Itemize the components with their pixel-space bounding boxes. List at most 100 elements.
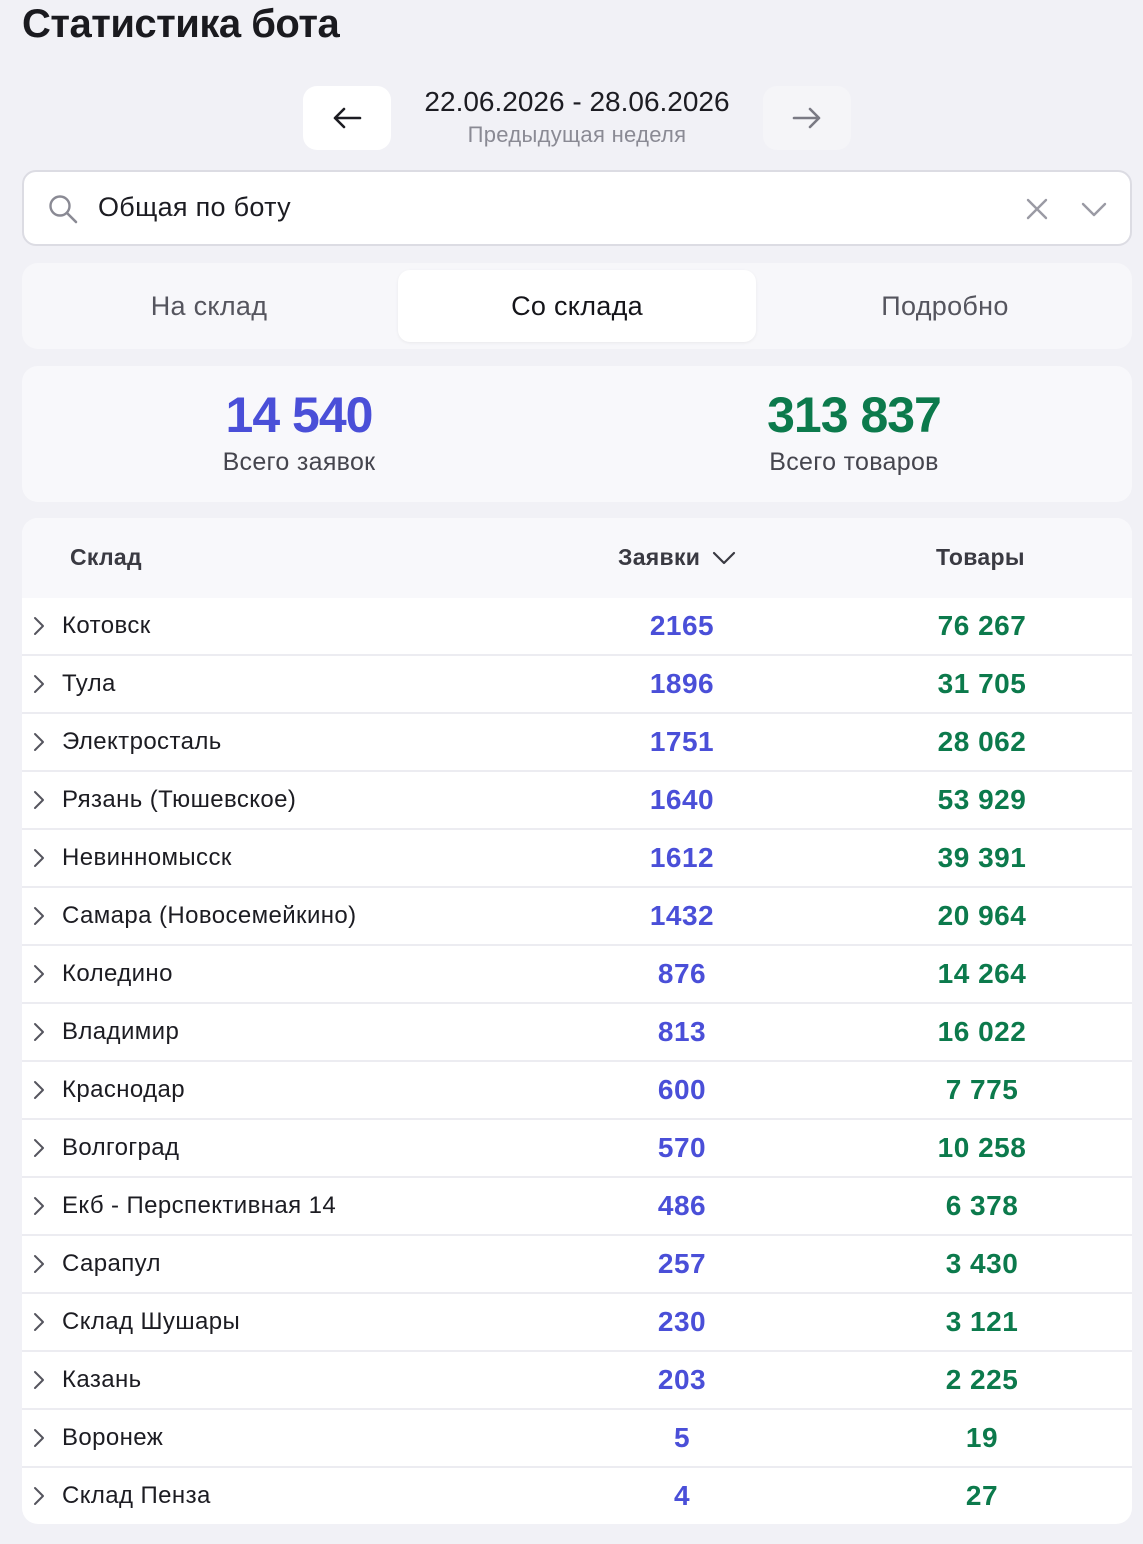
goods-count: 28 062 (937, 726, 1027, 757)
table-row[interactable]: Воронеж 5 19 (22, 1410, 1132, 1468)
next-week-button[interactable] (763, 86, 851, 150)
total-goods: 313 837 Всего товаров (654, 386, 1054, 477)
prev-week-button[interactable] (303, 86, 391, 150)
chevron-right-icon[interactable] (32, 848, 46, 868)
requests-count: 257 (657, 1248, 707, 1279)
warehouse-name: Котовск (62, 612, 151, 639)
table-row[interactable]: Невинномысск 1612 39 391 (22, 830, 1132, 888)
goods-count: 14 264 (937, 958, 1027, 989)
requests-count: 203 (657, 1364, 707, 1395)
goods-count: 19 (965, 1422, 999, 1453)
chevron-right-icon[interactable] (32, 732, 46, 752)
table-row[interactable]: Краснодар 600 7 775 (22, 1062, 1132, 1120)
chevron-right-icon[interactable] (32, 1196, 46, 1216)
requests-count: 813 (657, 1016, 707, 1047)
requests-count: 230 (657, 1306, 707, 1337)
warehouse-name: Коледино (62, 960, 173, 987)
week-range-block: 22.06.2026 - 28.06.2026 Предыдущая недел… (392, 84, 762, 148)
warehouse-name: Казань (62, 1366, 142, 1393)
close-icon[interactable] (1024, 196, 1050, 222)
chevron-right-icon[interactable] (32, 1254, 46, 1274)
search-icon (49, 195, 78, 224)
table-row[interactable]: Рязань (Тюшевское) 1640 53 929 (22, 772, 1132, 830)
warehouse-name: Электросталь (62, 728, 222, 755)
goods-count: 3 121 (945, 1306, 1019, 1337)
requests-count: 876 (657, 958, 707, 989)
chevron-right-icon[interactable] (32, 616, 46, 636)
bot-select-value: Общая по боту (98, 192, 291, 222)
chevron-right-icon[interactable] (32, 1138, 46, 1158)
warehouse-name: Волгоград (62, 1134, 180, 1161)
table-row[interactable]: Электросталь 1751 28 062 (22, 714, 1132, 772)
requests-count: 4 (673, 1480, 691, 1511)
requests-count: 570 (657, 1132, 707, 1163)
table-row[interactable]: Екб - Перспективная 14 486 6 378 (22, 1178, 1132, 1236)
table-row[interactable]: Владимир 813 16 022 (22, 1004, 1132, 1062)
week-label: Предыдущая неделя (467, 122, 687, 147)
goods-count: 20 964 (937, 900, 1027, 931)
column-header-warehouse: Склад (70, 544, 142, 570)
chevron-right-icon[interactable] (32, 964, 46, 984)
warehouse-name: Тула (62, 670, 116, 697)
table-row[interactable]: Котовск 2165 76 267 (22, 598, 1132, 656)
table-row[interactable]: Казань 203 2 225 (22, 1352, 1132, 1410)
total-requests: 14 540 Всего заявок (99, 386, 499, 477)
table-row[interactable]: Тула 1896 31 705 (22, 656, 1132, 714)
tab-to-warehouse[interactable]: На склад (150, 290, 268, 321)
chevron-right-icon[interactable] (32, 1080, 46, 1100)
goods-count: 27 (965, 1480, 999, 1511)
goods-count: 16 022 (937, 1016, 1027, 1047)
chevron-right-icon[interactable] (32, 1370, 46, 1390)
requests-count: 600 (657, 1074, 707, 1105)
warehouse-name: Екб - Перспективная 14 (62, 1192, 337, 1219)
warehouse-name: Воронеж (62, 1424, 164, 1451)
warehouse-name: Краснодар (62, 1076, 186, 1103)
table-row[interactable]: Сарапул 257 3 430 (22, 1236, 1132, 1294)
column-header-requests-sort[interactable]: Заявки (618, 544, 736, 571)
arrow-left-icon (333, 107, 362, 129)
total-requests-label: Всего заявок (222, 448, 376, 476)
chevron-right-icon[interactable] (32, 1312, 46, 1332)
goods-count: 39 391 (937, 842, 1027, 873)
warehouse-name: Склад Пенза (62, 1482, 211, 1509)
total-goods-label: Всего товаров (769, 448, 939, 476)
table-row[interactable]: Склад Пенза 4 27 (22, 1468, 1132, 1524)
requests-count: 486 (657, 1190, 707, 1221)
tabs: На склад Со склада Подробно (22, 263, 1132, 349)
goods-count: 31 705 (937, 668, 1027, 699)
warehouse-name: Владимир (62, 1018, 180, 1045)
table-row[interactable]: Коледино 876 14 264 (22, 946, 1132, 1004)
warehouse-table: Склад Заявки Товары Котовск 2165 76 267 Тул… (22, 518, 1132, 1524)
requests-count: 1896 (649, 668, 715, 699)
chevron-right-icon[interactable] (32, 1022, 46, 1042)
goods-count: 2 225 (945, 1364, 1019, 1395)
table-row[interactable]: Волгоград 570 10 258 (22, 1120, 1132, 1178)
goods-count: 6 378 (945, 1190, 1019, 1221)
chevron-right-icon[interactable] (32, 1486, 46, 1506)
chevron-right-icon[interactable] (32, 906, 46, 926)
warehouse-name: Невинномысск (62, 844, 232, 871)
goods-count: 7 775 (945, 1074, 1019, 1105)
bot-select[interactable]: Общая по боту (22, 170, 1132, 246)
total-requests-value: 14 540 (225, 387, 374, 443)
arrow-right-icon (792, 107, 821, 129)
requests-count: 5 (673, 1422, 691, 1453)
warehouse-name: Самара (Новосемейкино) (62, 902, 357, 929)
chevron-right-icon[interactable] (32, 674, 46, 694)
chevron-right-icon[interactable] (32, 1428, 46, 1448)
warehouse-name: Рязань (Тюшевское) (62, 786, 297, 813)
table-row[interactable]: Самара (Новосемейкино) 1432 20 964 (22, 888, 1132, 946)
requests-count: 1640 (649, 784, 715, 815)
chevron-down-icon[interactable] (1080, 196, 1108, 222)
warehouse-name: Сарапул (62, 1250, 161, 1277)
total-goods-value: 313 837 (767, 387, 942, 443)
table-row[interactable]: Склад Шушары 230 3 121 (22, 1294, 1132, 1352)
requests-count: 1432 (649, 900, 715, 931)
sort-chevron-down-icon (713, 551, 736, 564)
goods-count: 10 258 (937, 1132, 1027, 1163)
tab-from-warehouse[interactable]: Со склада (398, 270, 756, 342)
chevron-right-icon[interactable] (32, 790, 46, 810)
warehouse-name: Склад Шушары (62, 1308, 241, 1335)
tab-details[interactable]: Подробно (881, 290, 1009, 321)
